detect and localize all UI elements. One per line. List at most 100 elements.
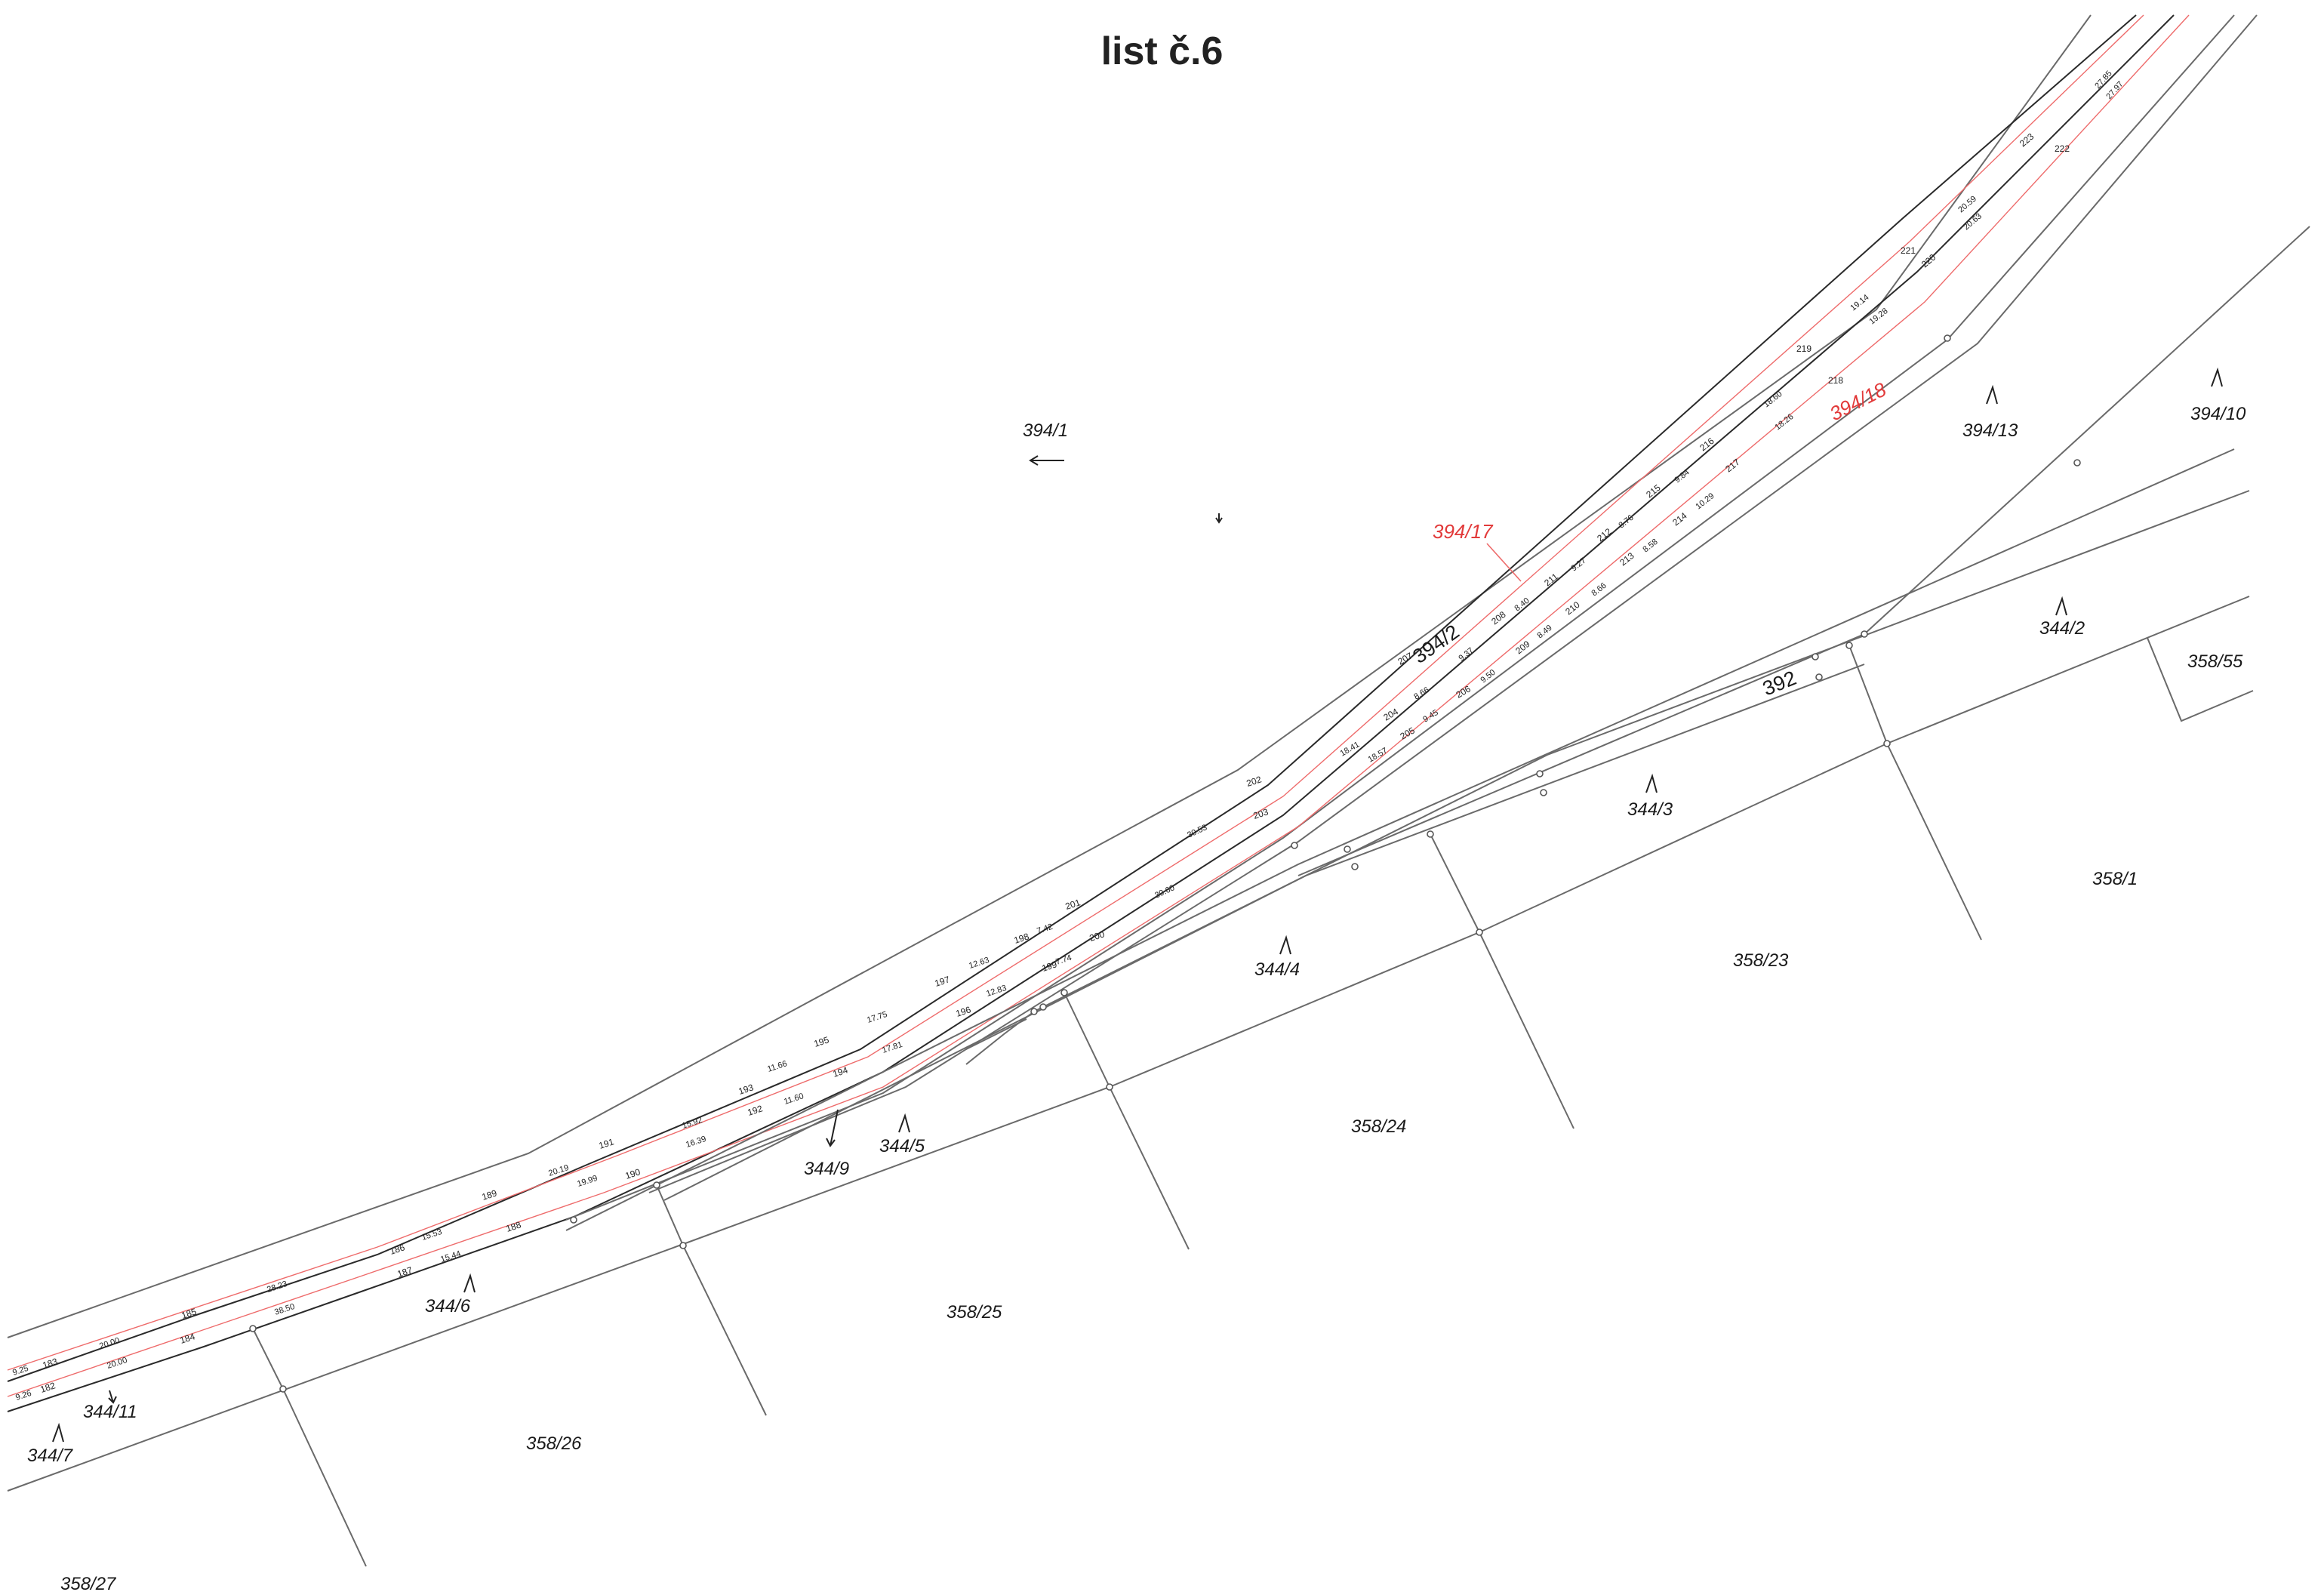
node [1351, 863, 1359, 870]
point-number: 186 [389, 1242, 407, 1257]
node [1344, 845, 1351, 853]
parcel-394-10: 394/10 [2190, 404, 2246, 424]
dimension: 20.00 [106, 1356, 128, 1371]
node [279, 1385, 287, 1393]
cross-line-3 [1063, 992, 1190, 1250]
arrow-down-icon [826, 1109, 839, 1147]
node [1476, 928, 1483, 936]
point-number: 191 [598, 1136, 616, 1151]
dimension: 16.39 [685, 1135, 707, 1150]
dimension: 9.26 [14, 1389, 32, 1403]
node [679, 1242, 687, 1249]
dimension: 17.75 [866, 1010, 888, 1025]
parcel-358-23: 358/23 [1733, 950, 1789, 971]
point-number: 215 [1644, 482, 1663, 500]
parcel-labels: 394/1 394/2 394/17 394/18 394/13 394/10 … [27, 377, 2246, 1592]
point-number: 194 [832, 1064, 850, 1079]
point-number: 202 [1245, 774, 1264, 789]
node [1845, 642, 1853, 649]
new-boundary-line-1 [7, 14, 2144, 1371]
dimension: 15.44 [439, 1249, 462, 1264]
leader-line-red [1486, 543, 1522, 582]
dimension: 9.50 [1479, 668, 1497, 685]
dimension: 18.41 [1339, 740, 1362, 758]
parcel-394-17: 394/17 [1433, 520, 1494, 543]
parcel-392: 392 [1759, 667, 1799, 701]
node [1291, 842, 1298, 849]
dimension: 9.37 [1457, 646, 1475, 664]
dimension: 11.66 [766, 1059, 788, 1074]
dimension: 12.83 [985, 984, 1008, 999]
parcel-344-11: 344/11 [83, 1402, 137, 1422]
node [2073, 459, 2081, 467]
point-number: 218 [1828, 375, 1843, 386]
cross-line-4 [1430, 833, 1574, 1129]
dimension: 9.84 [1673, 468, 1691, 485]
point-number-labels: 182 183 184 185 186 187 188 189 190 191 … [39, 131, 2070, 1394]
point-number: 200 [1088, 928, 1107, 944]
dimension: 19.28 [1867, 306, 1889, 326]
parcel-344-3: 344/3 [1627, 799, 1673, 820]
node [1030, 1008, 1038, 1015]
dimension: 20.19 [547, 1163, 570, 1178]
parcel-344-4: 344/4 [1254, 959, 1300, 980]
boundary-line-upper [7, 14, 2092, 1338]
dimension: 18.60 [1762, 390, 1784, 409]
dimension: 15.92 [681, 1116, 703, 1131]
point-number: 185 [180, 1306, 199, 1321]
dimension: 10.29 [1694, 491, 1716, 511]
dimension: 8.58 [1641, 537, 1659, 555]
point-number: 196 [955, 1004, 973, 1019]
node [653, 1181, 660, 1189]
new-boundary-line-2 [7, 14, 2190, 1397]
point-number: 219 [1796, 343, 1811, 354]
parcel-358-25: 358/25 [947, 1302, 1002, 1323]
point-number: 189 [481, 1187, 499, 1202]
survey-nodes [249, 334, 2081, 1393]
point-number: 198 [1013, 931, 1031, 946]
point-number: 212 [1595, 526, 1614, 544]
parcel-344-5: 344/5 [879, 1136, 925, 1156]
curve-line [965, 1011, 1035, 1065]
point-number: 190 [624, 1166, 642, 1181]
node [1944, 334, 1951, 342]
point-number: 184 [179, 1331, 197, 1346]
point-number: 217 [1723, 457, 1742, 475]
boundary-line-road-392 [565, 448, 2235, 1231]
caret-symbol [52, 1422, 64, 1443]
dimension: 19.99 [576, 1174, 599, 1189]
boundary-line-inner-3 [565, 14, 2235, 1221]
boundary-line-358 [7, 596, 2250, 1492]
node [1815, 673, 1823, 681]
boundary-line-road-392b [663, 664, 1865, 1201]
parcel-358-1: 358/1 [2092, 869, 2138, 889]
boundary-line-358-55 [2147, 637, 2254, 722]
cross-line-1 [252, 1328, 367, 1567]
node [1883, 740, 1891, 747]
dimension: 9.25 [11, 1364, 29, 1378]
dimension: 19.14 [1848, 293, 1870, 313]
node [1811, 653, 1819, 661]
boundary-line-394-13 [1297, 226, 2310, 876]
parcel-344-2: 344/2 [2039, 618, 2085, 639]
caret-symbol [898, 1113, 910, 1133]
dimension: 18.26 [1773, 412, 1795, 432]
point-number: 183 [42, 1356, 60, 1371]
point-number: 211 [1542, 571, 1560, 588]
parcel-358-26: 358/26 [526, 1433, 582, 1454]
caret-symbol [1279, 935, 1291, 955]
point-number: 197 [934, 974, 952, 989]
arrow-down-icon [108, 1390, 117, 1404]
dimension: 12.63 [968, 956, 990, 971]
parcel-358-55: 358/55 [2187, 651, 2243, 672]
caret-symbol [1986, 384, 1998, 405]
dimension: 20.59 [1956, 194, 1978, 214]
node [1540, 789, 1547, 796]
caret-symbol [2211, 367, 2223, 387]
node [1039, 1003, 1047, 1011]
dimension: 28.23 [266, 1279, 288, 1295]
dimension: 17.81 [881, 1040, 903, 1055]
boundary-line-lower-1 [648, 14, 2258, 1193]
dimension: 7.42 [1036, 922, 1054, 936]
